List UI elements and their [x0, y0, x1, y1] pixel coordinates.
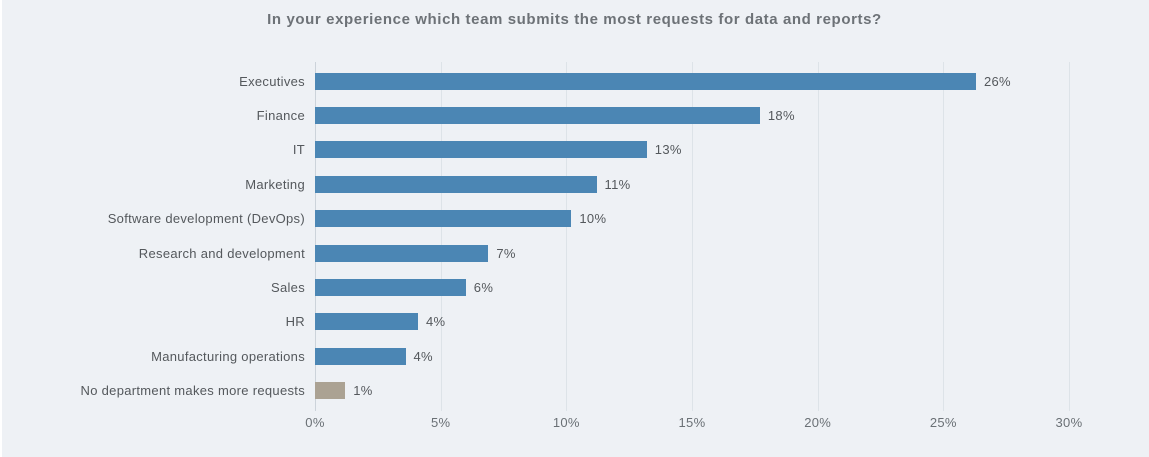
- category-label: Marketing: [245, 176, 305, 192]
- category-label: IT: [292, 142, 305, 158]
- bar-row: Finance 18%: [0, 98, 1149, 132]
- left-edge-divider: [0, 0, 2, 457]
- bar-row: IT 13%: [0, 133, 1149, 167]
- value-label: 7%: [496, 245, 516, 261]
- category-label: Executives: [239, 73, 305, 89]
- category-label: Research and development: [138, 245, 305, 261]
- category-label: No department makes more requests: [80, 383, 305, 399]
- bar-row: HR 4%: [0, 305, 1149, 339]
- gridline: [566, 62, 568, 411]
- gridline: [1069, 62, 1070, 411]
- bar-row: Manufacturing operations 4%: [0, 339, 1149, 373]
- bar: [315, 141, 647, 159]
- x-axis: 0% 5% 10% 15% 20% 25% 30%: [0, 415, 1149, 433]
- x-tick-label: 10%: [552, 415, 580, 430]
- bar-row: Software development (DevOps) 10%: [0, 202, 1149, 236]
- x-tick-label: 20%: [804, 415, 832, 430]
- gridline: [943, 62, 945, 411]
- gridline: [440, 62, 442, 411]
- gridline: [315, 62, 316, 411]
- x-tick-label: 0%: [305, 415, 325, 430]
- bar: [315, 107, 760, 125]
- x-tick-label: 5%: [430, 415, 451, 430]
- value-label: 4%: [413, 348, 433, 364]
- category-label: Finance: [256, 108, 305, 124]
- bar: [315, 244, 489, 262]
- bar: [315, 313, 418, 331]
- bar: [315, 347, 406, 365]
- gridline-group: [315, 62, 1070, 411]
- bar-rows: Executives 26% Finance 18% IT 13% Marketing 11%…: [0, 64, 1149, 408]
- x-tick-label: 30%: [1055, 415, 1083, 430]
- value-label: 6%: [473, 280, 494, 296]
- bar: [315, 382, 346, 400]
- bar-row: Sales 6%: [0, 270, 1149, 304]
- category-label: HR: [285, 314, 305, 330]
- value-label: 26%: [984, 73, 1011, 89]
- gridline: [817, 62, 819, 411]
- x-tick-label: 25%: [929, 415, 957, 430]
- category-label: Manufacturing operations: [151, 348, 305, 364]
- bar-row: Research and development 7%: [0, 236, 1149, 270]
- value-label: 10%: [579, 211, 607, 227]
- chart-title: In your experience which team submits th…: [267, 11, 882, 28]
- value-label: 4%: [426, 314, 446, 330]
- gridline: [692, 62, 693, 411]
- category-label: Software development (DevOps): [107, 211, 305, 227]
- value-label: 18%: [767, 108, 795, 124]
- bar-row: Marketing 11%: [0, 167, 1149, 201]
- value-label: 1%: [353, 383, 373, 399]
- x-tick-label: 15%: [678, 415, 706, 430]
- bar: [315, 72, 976, 90]
- bar-row: No department makes more requests 1%: [0, 374, 1149, 408]
- category-label: Sales: [270, 280, 305, 296]
- value-label: 11%: [604, 176, 631, 192]
- bar-row: Executives 26%: [0, 64, 1149, 98]
- bar: [315, 175, 597, 193]
- value-label: 13%: [654, 142, 682, 158]
- bar: [315, 279, 466, 297]
- bar: [315, 210, 572, 228]
